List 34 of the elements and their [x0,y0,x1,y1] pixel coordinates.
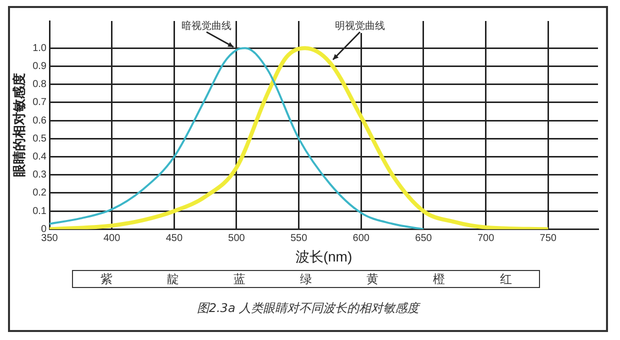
x-tick-label: 750 [540,232,557,244]
y-tick-label: 0.7 [32,97,47,108]
text: 靛 [166,271,180,287]
line-series [50,47,424,230]
x-tick-label: 650 [415,232,432,244]
y-tick-label: 0.3 [32,170,47,181]
x-axis-title: 波长(nm) [295,248,352,264]
y-tick-label: 0.9 [32,61,47,72]
y-tick-label: 0.4 [32,152,47,163]
x-tick-label: 400 [103,232,121,244]
text: 紫 [99,271,114,287]
text: 明视觉曲线 [334,20,385,32]
text: 红 [498,271,513,287]
line-series [50,46,550,230]
x-tick-label: 700 [477,232,495,244]
text: 蓝 [232,271,246,287]
text: 黄 [366,271,380,287]
text: 绿 [299,271,314,287]
x-tick-label: 500 [228,232,246,244]
y-tick-label: 0.2 [32,188,47,199]
x-tick-label: 350 [41,232,58,244]
y-tick-label: 0.1 [32,206,47,217]
series-label: 暗视觉曲线 [181,20,232,32]
y-tick-label: 0.6 [32,115,47,126]
x-tick-label: 550 [290,232,308,244]
text: 橙 [432,271,446,287]
y-axis-title: 眼睛的相对敏感度 [11,73,26,178]
y-tick-label: 0 [40,224,47,235]
y-tick-label: 1.0 [32,42,47,54]
y-tick-label: 0.8 [32,79,47,90]
x-tick-label: 600 [352,232,370,244]
y-tick-label: 0.5 [32,133,47,144]
x-tick-label: 450 [166,232,183,244]
caption: 图2.3a 人类眼睛对不同波长的相对敏感度 [196,300,422,317]
